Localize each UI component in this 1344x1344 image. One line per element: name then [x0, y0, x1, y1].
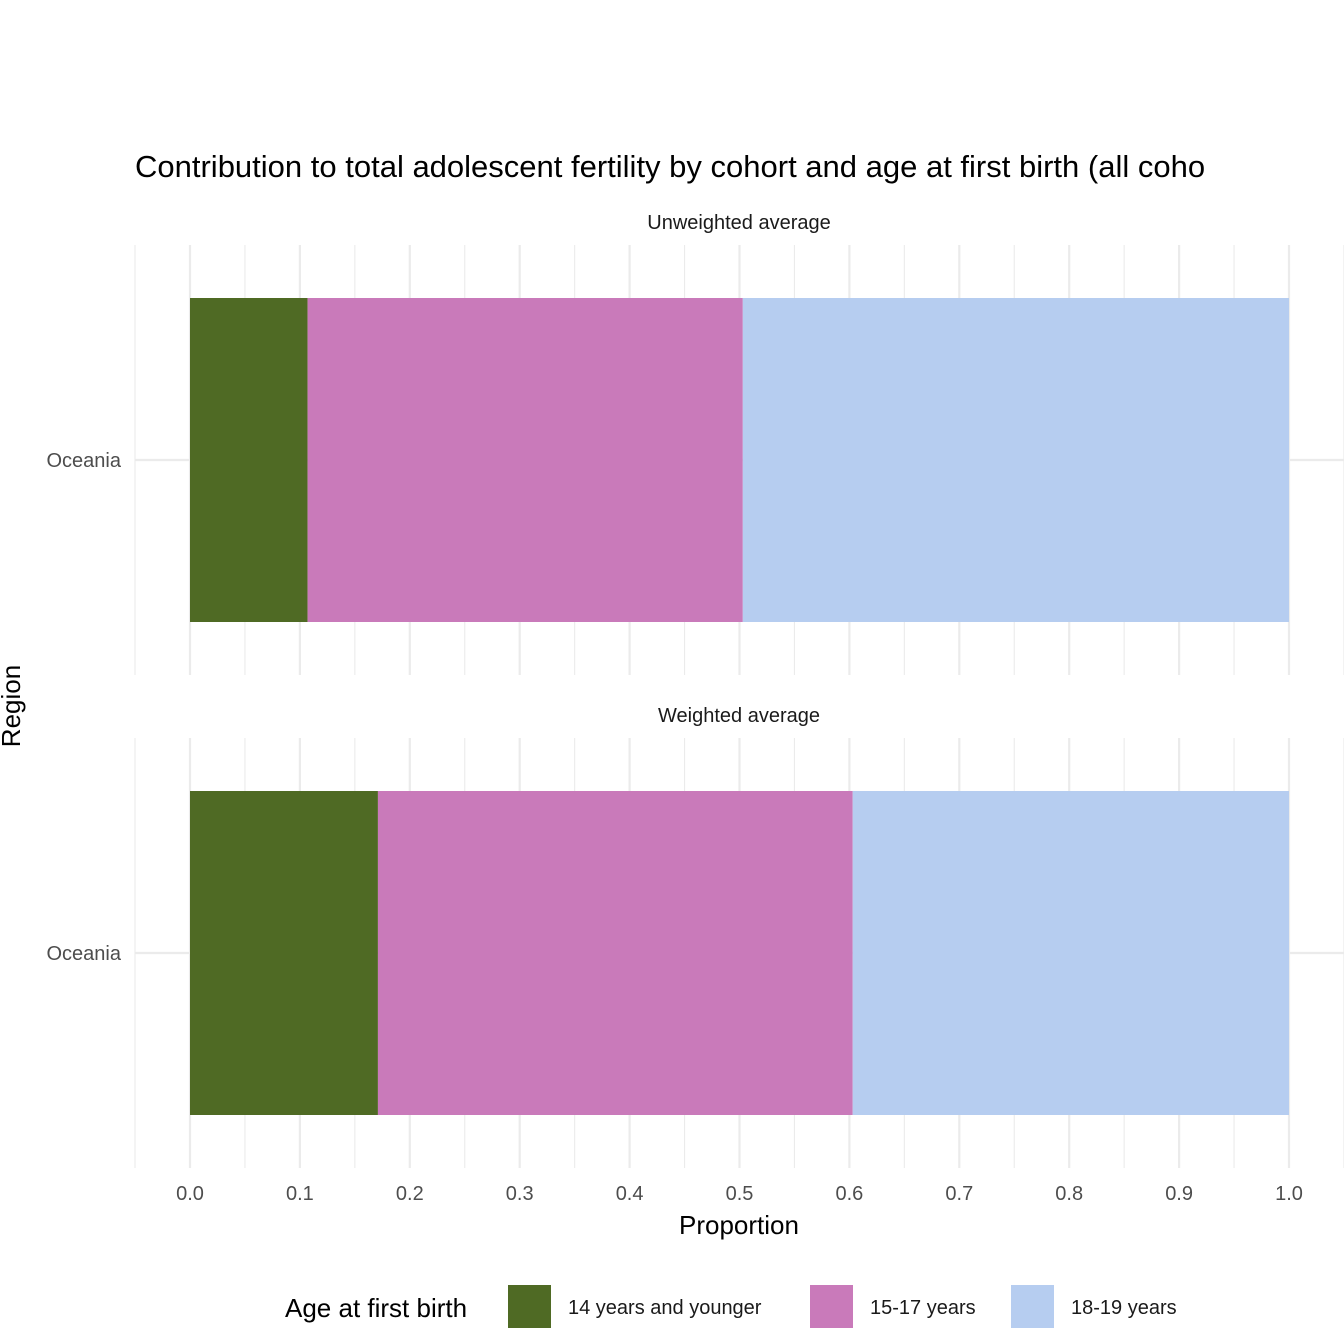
facet-panel: Unweighted average Oceania: [47, 212, 1344, 675]
x-tick-label: 1.0: [1275, 1183, 1303, 1205]
y-axis-title: Region: [0, 665, 26, 747]
legend-label: 18-19 years: [1071, 1297, 1177, 1319]
legend-swatch: [810, 1285, 853, 1328]
x-tick-label: 0.5: [726, 1183, 754, 1205]
legend: Age at first birth 14 years and younger 1…: [285, 1285, 1177, 1328]
x-tick-label: 0.9: [1165, 1183, 1193, 1205]
x-tick-label: 0.4: [616, 1183, 644, 1205]
legend-label: 14 years and younger: [568, 1297, 762, 1319]
bar-segment: [377, 791, 853, 1115]
x-tick-label: 0.8: [1055, 1183, 1083, 1205]
bar-segment: [852, 791, 1289, 1115]
facet-strip-label: Weighted average: [658, 705, 820, 727]
x-axis-title: Proportion: [679, 1210, 799, 1240]
bar-segment: [742, 298, 1289, 622]
x-tick-label: 0.7: [945, 1183, 973, 1205]
facet-strip-label: Unweighted average: [647, 212, 830, 234]
x-tick-label: 0.1: [286, 1183, 314, 1205]
x-tick-label: 0.6: [835, 1183, 863, 1205]
x-tick-label: 0.0: [176, 1183, 204, 1205]
bar-segment: [307, 298, 743, 622]
legend-swatch: [1011, 1285, 1054, 1328]
bar-segment: [190, 791, 378, 1115]
facet-panel: Weighted average Oceania: [47, 705, 1344, 1168]
legend-swatch: [508, 1285, 551, 1328]
x-tick-label: 0.3: [506, 1183, 534, 1205]
legend-label: 15-17 years: [870, 1297, 976, 1319]
x-tick-label: 0.2: [396, 1183, 424, 1205]
y-tick-label: Oceania: [47, 450, 122, 472]
bar-segment: [190, 298, 308, 622]
chart-title: Contribution to total adolescent fertili…: [135, 149, 1205, 184]
y-tick-label: Oceania: [47, 943, 122, 965]
legend-title: Age at first birth: [285, 1293, 467, 1323]
